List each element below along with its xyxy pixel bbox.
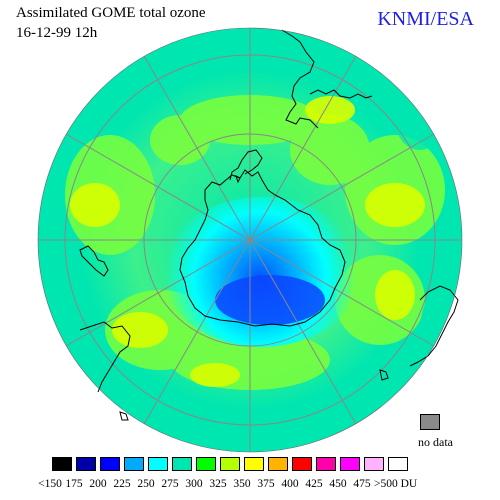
graticule [38,28,462,452]
legend-swatch [196,457,216,471]
legend-swatch [388,457,408,471]
legend-swatch [244,457,264,471]
south-america-tip [309,89,373,99]
legend-swatch [172,457,192,471]
australia-coast [79,321,131,393]
legend-label: 450 [329,478,347,490]
antarctic-peninsula [229,149,263,181]
legend-swatch [124,457,144,471]
legend-swatch [268,457,288,471]
legend-label: 475 [353,478,371,490]
map-date: 16-12-99 12h [16,25,98,41]
island [235,175,241,184]
legend-swatch [316,457,336,471]
new-zealand-coast [79,245,109,277]
legend-swatch [100,457,120,471]
legend-label: 300 [185,478,203,490]
legend-label: 400 [281,478,299,490]
brand-label: KNMI/ESA [377,8,474,30]
legend-label: <150 [38,478,62,490]
antarctica-coast [179,169,346,327]
ozone-low-patch [42,70,460,435]
legend-label: 225 [113,478,131,490]
nodata-swatch [420,414,440,430]
ozone-high-patch [70,96,425,387]
legend-swatch [76,457,96,471]
legend-label: 275 [161,478,179,490]
legend-swatch [292,457,312,471]
island [119,411,129,421]
legend-swatch [220,457,240,471]
globe-outline [37,27,463,453]
legend-label: 175 [65,478,83,490]
color-legend [52,457,408,471]
legend-label: 250 [137,478,155,490]
legend-label: 200 [89,478,107,490]
legend-label: 325 [209,478,227,490]
legend-swatch [364,457,384,471]
legend-label: >500 DU [374,478,418,490]
south-america-coast [281,29,319,129]
legend-labels: <150 175 200 225 250 275 300 325 350 375 400 425 450… [38,478,498,490]
legend-swatch [52,457,72,471]
legend-label: 375 [257,478,275,490]
map-title: Assimilated GOME total ozone [16,5,206,21]
ozone-hole-core [215,275,325,325]
legend-swatch [340,457,360,471]
coastlines [79,29,459,421]
africa-coast [409,285,459,367]
legend-label: 425 [305,478,323,490]
nodata-label: no data [418,435,453,449]
island [379,369,389,381]
legend-label: 350 [233,478,251,490]
legend-swatch [148,457,168,471]
